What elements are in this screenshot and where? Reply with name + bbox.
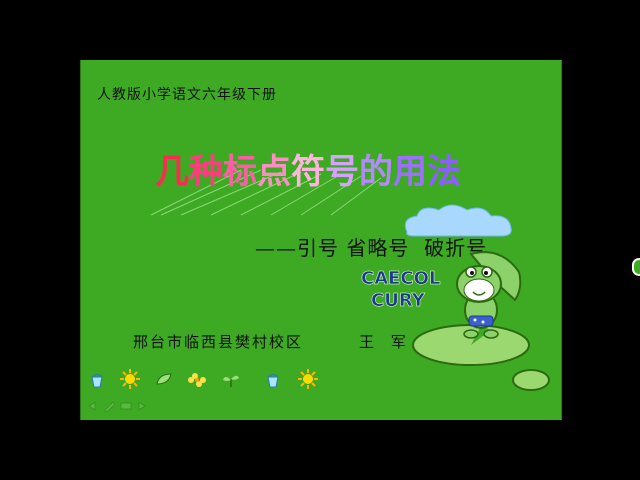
title-char: 点 — [257, 144, 291, 193]
sun-icon — [297, 368, 319, 390]
prev-arrow-icon — [89, 402, 95, 410]
title-char: 法 — [427, 144, 461, 193]
textbook-subtitle: 人教版小学语文六年级下册 — [97, 84, 277, 104]
lesson-title: 几种标点符号的用法 — [155, 144, 461, 193]
slideshow-toolbar[interactable] — [87, 400, 147, 412]
leaf-icon — [155, 372, 173, 386]
flower-icon — [185, 372, 209, 388]
menu-icon — [121, 403, 131, 409]
author-school: 邢台市临西县樊村校区 — [133, 331, 303, 352]
bucket-icon — [265, 372, 281, 388]
title-char: 号 — [325, 144, 359, 193]
small-lily-pad-icon — [511, 368, 551, 392]
mascot-brand-text: CAECOL CURY — [361, 268, 440, 312]
author-name: 王 军 — [359, 331, 412, 352]
sun-icon — [119, 368, 141, 390]
pen-icon — [105, 402, 115, 412]
slide-canvas: 人教版小学语文六年级下册 几种标点符号的用法 ——引号 省略号 破折号 — [80, 60, 562, 420]
bucket-icon — [89, 372, 105, 388]
sprout-icon — [221, 372, 241, 388]
side-navigation-button[interactable] — [632, 258, 640, 276]
title-char: 符 — [291, 144, 325, 193]
title-char: 的 — [359, 144, 393, 193]
brand-line-2: CURY — [371, 290, 440, 312]
title-char: 用 — [393, 144, 427, 193]
title-char: 种 — [189, 144, 223, 193]
frog-mascot — [431, 248, 531, 340]
brand-line-1: CAECOL — [361, 268, 440, 290]
title-char: 几 — [155, 144, 189, 193]
next-arrow-icon — [139, 402, 145, 410]
title-char: 标 — [223, 144, 257, 193]
